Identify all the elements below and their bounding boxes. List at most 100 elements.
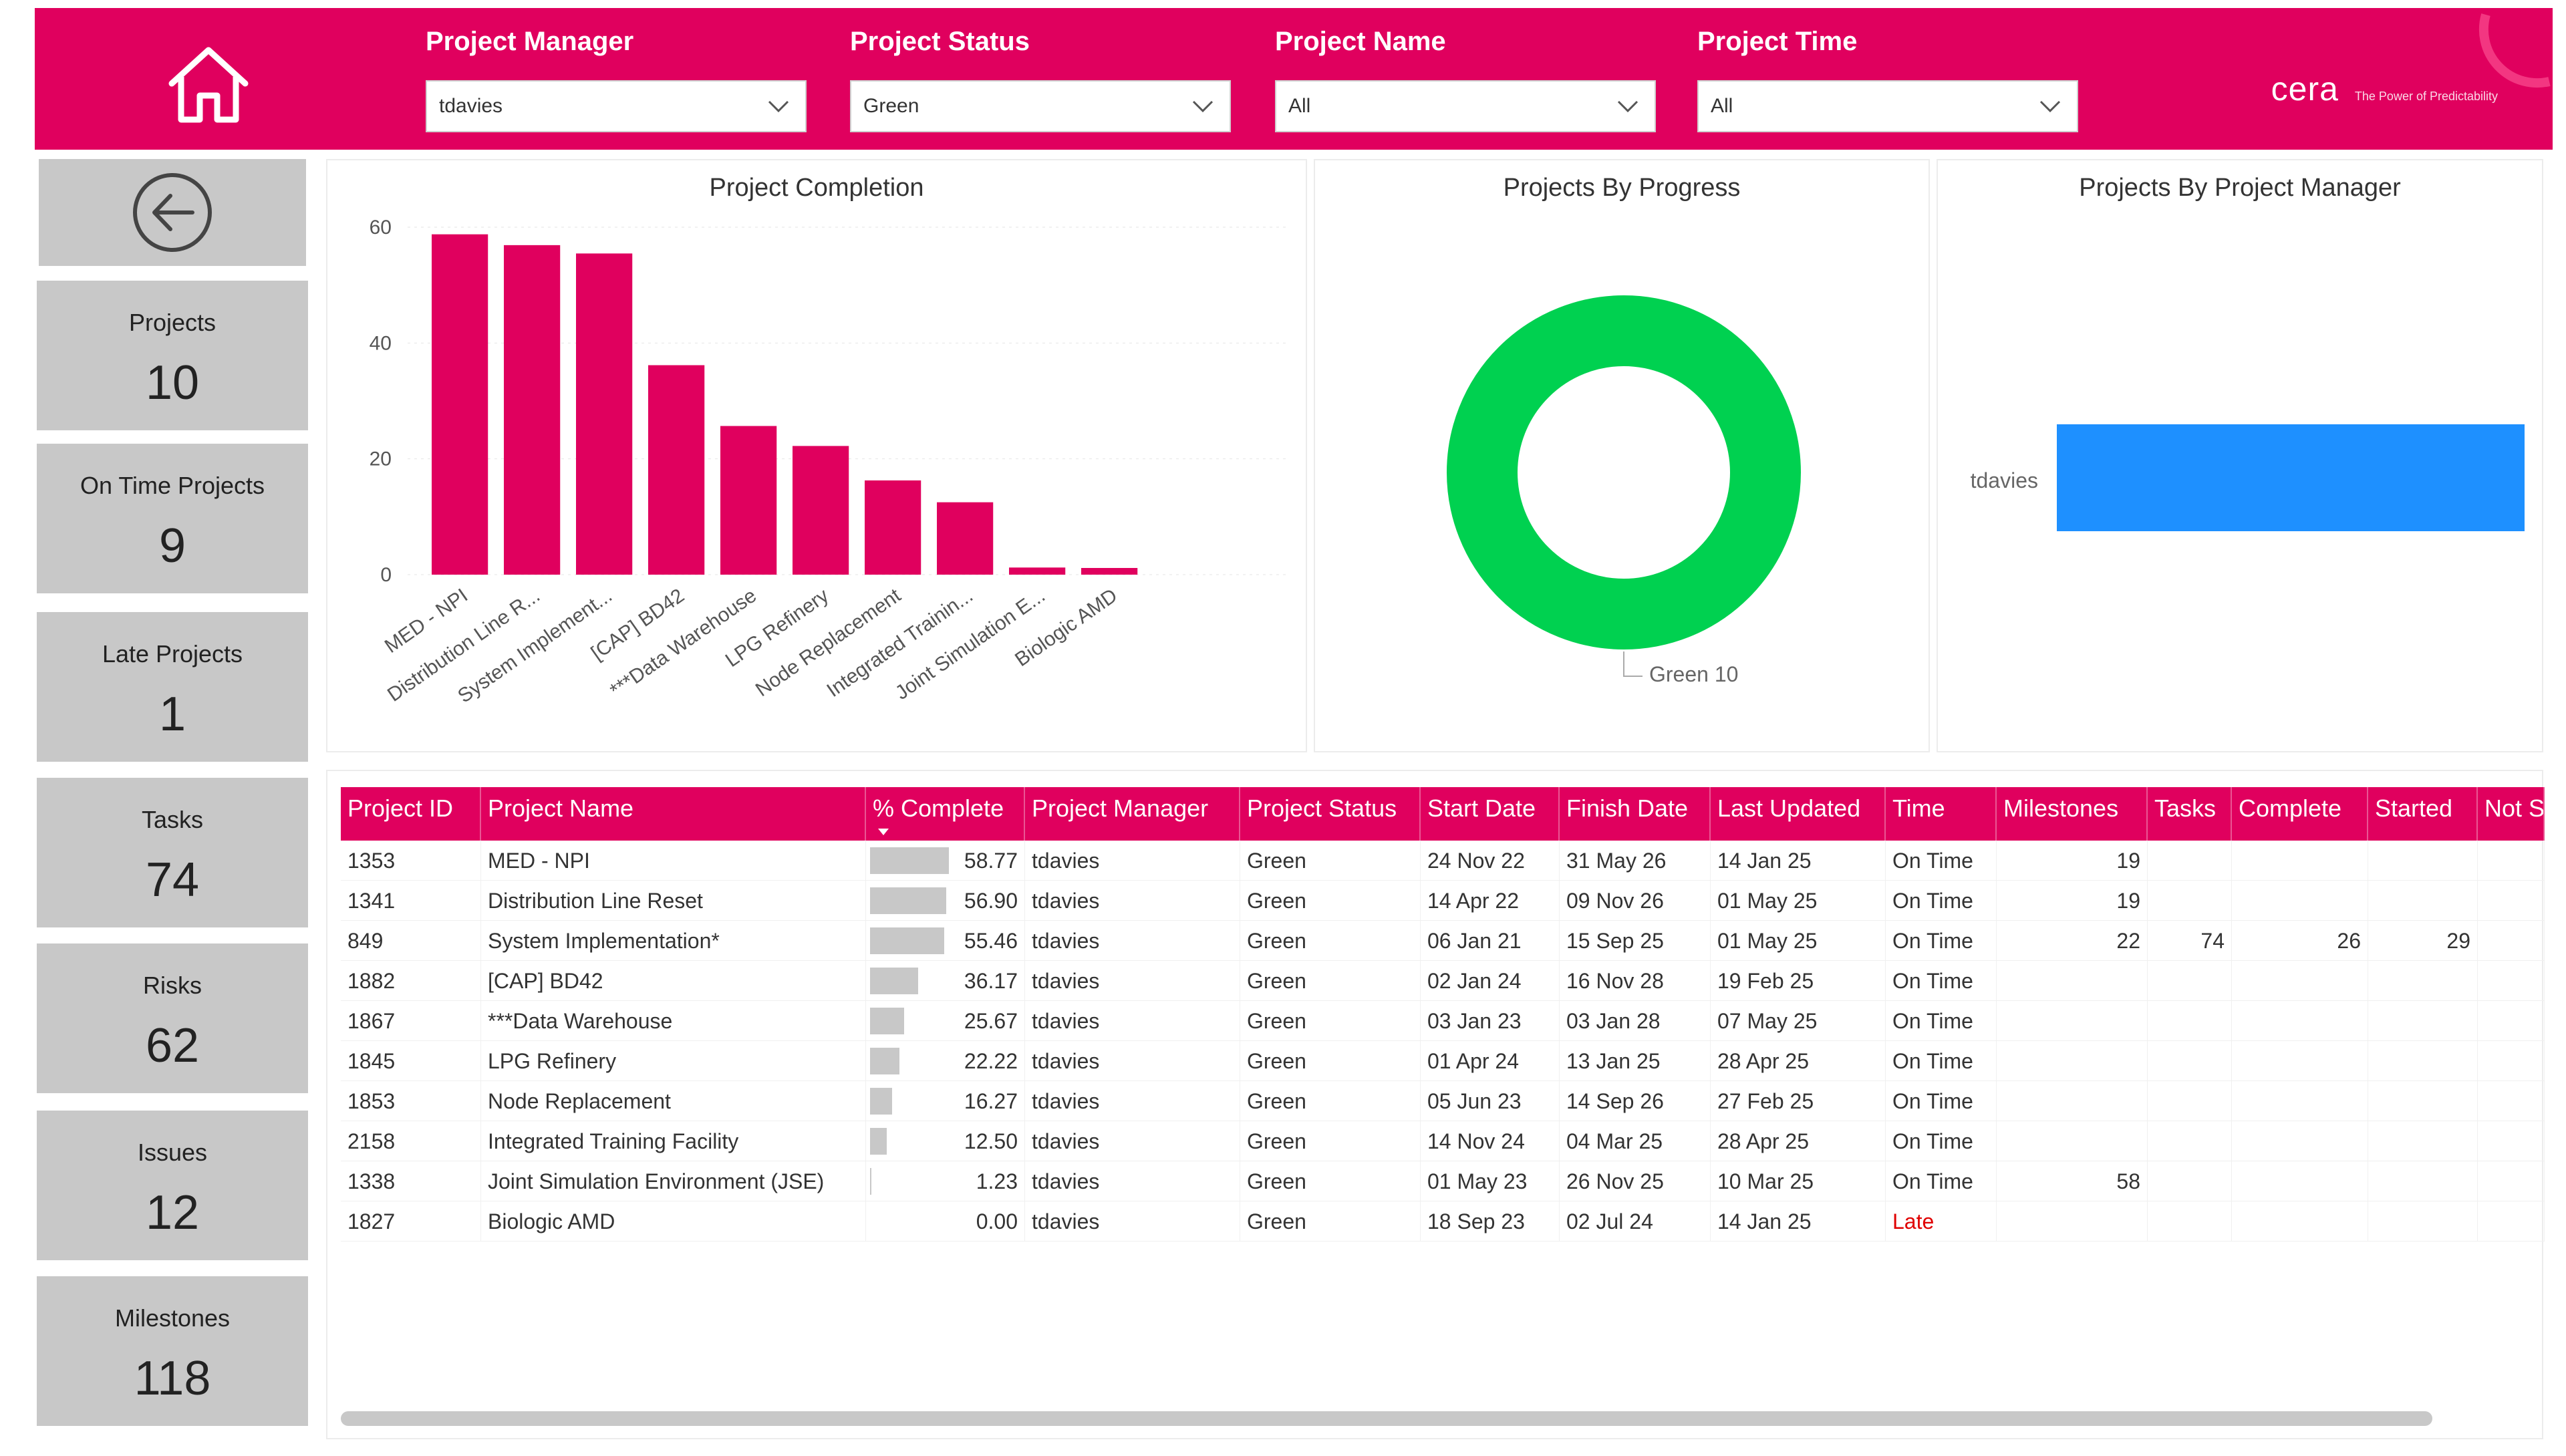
table-cell-complete	[2232, 1041, 2368, 1080]
column-header[interactable]: Start Date	[1421, 787, 1560, 841]
table-row[interactable]: 1341 Distribution Line Reset 56.90 tdavies G…	[341, 881, 2545, 921]
table-cell-started	[2368, 1001, 2478, 1040]
bar-category-label: tdavies	[1971, 468, 2038, 492]
completion-bar[interactable]	[432, 234, 488, 575]
kpi-label: Projects	[128, 309, 217, 336]
completion-bar[interactable]	[576, 253, 633, 575]
manager-bar[interactable]	[2057, 424, 2525, 531]
kpi-card-projects[interactable]: Projects 10	[37, 281, 308, 430]
column-header[interactable]: Started	[2368, 787, 2478, 841]
table-cell-pct: 16.27	[866, 1081, 1025, 1121]
percent-complete-bar	[870, 887, 946, 914]
column-header[interactable]: Project ID	[341, 787, 481, 841]
table-row[interactable]: 849 System Implementation* 55.46 tdavies Gre…	[341, 921, 2545, 961]
column-header[interactable]: Project Manager	[1025, 787, 1240, 841]
percent-complete-bar	[870, 1048, 900, 1074]
table-cell-finish: 26 Nov 25	[1560, 1161, 1711, 1201]
table-cell-tasks	[2148, 961, 2232, 1000]
table-cell-status: Green	[1240, 1001, 1421, 1040]
kpi-card-late-projects[interactable]: Late Projects 1	[37, 612, 308, 762]
donut-slice-green[interactable]	[1447, 295, 1801, 649]
project-completion-panel: Project Completion 0 20 40 60 MED - NPI Dist…	[326, 159, 1307, 752]
column-header[interactable]: Complete	[2232, 787, 2368, 841]
table-cell-name: Joint Simulation Environment (JSE)	[481, 1161, 866, 1201]
table-cell-time: On Time	[1886, 921, 1997, 960]
column-header[interactable]: Not S	[2478, 787, 2545, 841]
kpi-card-on-time-projects[interactable]: On Time Projects 9	[37, 444, 308, 593]
table-cell-status: Green	[1240, 881, 1421, 920]
table-cell-pct: 58.77	[866, 841, 1025, 880]
table-cell-name: System Implementation*	[481, 921, 866, 960]
column-header[interactable]: Milestones	[1997, 787, 2148, 841]
kpi-card-issues[interactable]: Issues 12	[37, 1111, 308, 1260]
kpi-value: 12	[145, 1186, 200, 1240]
column-header[interactable]: Project Name	[481, 787, 866, 841]
completion-bar[interactable]	[648, 365, 705, 575]
kpi-card-risks[interactable]: Risks 62	[37, 943, 308, 1093]
kpi-card-milestones[interactable]: Milestones 118	[37, 1276, 308, 1426]
column-header[interactable]: Tasks	[2148, 787, 2232, 841]
completion-bar[interactable]	[1081, 568, 1138, 575]
table-cell-id: 2158	[341, 1121, 481, 1161]
table-cell-id: 1853	[341, 1081, 481, 1121]
completion-bar[interactable]	[865, 480, 921, 575]
table-row[interactable]: 1853 Node Replacement 16.27 tdavies Green 05 …	[341, 1081, 2545, 1121]
kpi-card-tasks[interactable]: Tasks 74	[37, 778, 308, 927]
table-cell-status: Green	[1240, 1201, 1421, 1241]
table-cell-start: 02 Jan 24	[1421, 961, 1560, 1000]
table-cell-finish: 13 Jan 25	[1560, 1041, 1711, 1080]
completion-bar[interactable]	[937, 502, 994, 575]
table-row[interactable]: 1867 ***Data Warehouse 25.67 tdavies Green 03…	[341, 1001, 2545, 1041]
table-cell-time: Late	[1886, 1201, 1997, 1241]
chevron-down-icon	[768, 100, 789, 113]
column-header-sorted[interactable]: % Complete	[866, 787, 1025, 841]
column-header[interactable]: Project Status	[1240, 787, 1421, 841]
completion-bar[interactable]	[1009, 567, 1066, 575]
completion-bar[interactable]	[720, 426, 777, 575]
kpi-value: 1	[158, 688, 186, 741]
percent-complete-value: 12.50	[964, 1129, 1018, 1153]
table-cell-time: On Time	[1886, 1001, 1997, 1040]
y-tick-label: 0	[380, 564, 392, 586]
home-icon	[168, 47, 249, 123]
table-cell-notstarted	[2478, 1081, 2545, 1121]
completion-bar[interactable]	[793, 446, 849, 575]
table-cell-start: 06 Jan 21	[1421, 921, 1560, 960]
table-row[interactable]: 1353 MED - NPI 58.77 tdavies Green 24 Nov 22 3…	[341, 841, 2545, 881]
table-row[interactable]: 1827 Biologic AMD 0.00 tdavies Green 18 Sep 2…	[341, 1201, 2545, 1242]
table-row[interactable]: 1845 LPG Refinery 22.22 tdavies Green 01 Apr …	[341, 1041, 2545, 1081]
project-time-dropdown[interactable]: All	[1697, 80, 2078, 132]
percent-complete-bar	[870, 927, 944, 954]
table-row[interactable]: 2158 Integrated Training Facility 12.50 tda…	[341, 1121, 2545, 1161]
table-cell-pct: 1.23	[866, 1161, 1025, 1201]
percent-complete-value: 56.90	[964, 889, 1018, 913]
project-name-dropdown[interactable]: All	[1275, 80, 1656, 132]
project-manager-dropdown[interactable]: tdavies	[426, 80, 807, 132]
table-cell-time: On Time	[1886, 1081, 1997, 1121]
percent-complete-bar	[870, 968, 919, 994]
kpi-value: 9	[158, 519, 186, 573]
table-cell-pm: tdavies	[1025, 1201, 1240, 1241]
horizontal-scrollbar[interactable]	[341, 1411, 2432, 1426]
kpi-label: Late Projects	[102, 640, 243, 668]
table-cell-time: On Time	[1886, 961, 1997, 1000]
sort-desc-icon	[878, 829, 889, 835]
kpi-label: Milestones	[114, 1304, 231, 1332]
table-cell-finish: 15 Sep 25	[1560, 921, 1711, 960]
completion-bar[interactable]	[504, 245, 561, 575]
column-header[interactable]: Time	[1886, 787, 1997, 841]
project-status-dropdown[interactable]: Green	[850, 80, 1231, 132]
back-button[interactable]	[39, 159, 306, 266]
table-row[interactable]: 1882 [CAP] BD42 36.17 tdavies Green 02 Jan 24…	[341, 961, 2545, 1001]
table-cell-started	[2368, 1121, 2478, 1161]
table-cell-notstarted	[2478, 921, 2545, 960]
table-cell-finish: 16 Nov 28	[1560, 961, 1711, 1000]
home-button[interactable]	[135, 35, 282, 135]
table-cell-status: Green	[1240, 841, 1421, 880]
column-header[interactable]: Finish Date	[1560, 787, 1711, 841]
y-tick-label: 20	[370, 448, 392, 470]
table-cell-milestones	[1997, 1081, 2148, 1121]
table-row[interactable]: 1338 Joint Simulation Environment (JSE) 1.…	[341, 1161, 2545, 1201]
column-header[interactable]: Last Updated	[1711, 787, 1886, 841]
table-cell-updated: 14 Jan 25	[1711, 841, 1886, 880]
